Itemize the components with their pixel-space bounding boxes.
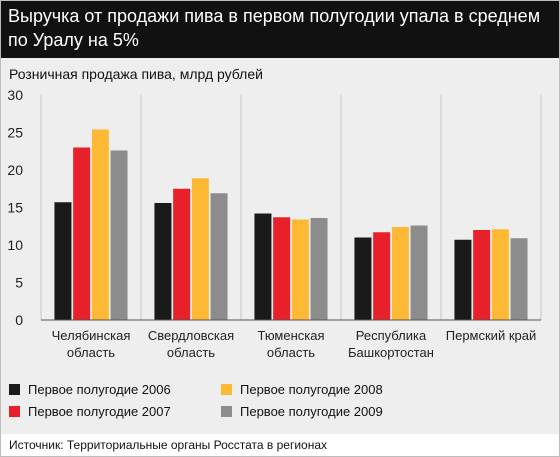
bar	[310, 218, 328, 320]
bar	[191, 178, 209, 320]
source-note: Источник: Территориальные органы Росстат…	[9, 438, 327, 452]
y-tick-label: 30	[7, 87, 23, 103]
bar	[254, 213, 272, 320]
bar	[391, 227, 409, 320]
bar	[54, 202, 72, 320]
bar	[510, 238, 528, 320]
legend-label-2007: Первое полугодие 2007	[28, 404, 171, 419]
bar	[354, 237, 372, 320]
legend-swatch-2009	[221, 406, 232, 417]
x-category-label-line: Башкортостан	[348, 345, 434, 360]
x-category-label-line: Челябинская	[52, 328, 131, 343]
bar	[454, 239, 472, 320]
x-category-label: Челябинская область	[52, 328, 131, 360]
y-tick-label: 10	[7, 237, 23, 253]
legend-label-2009: Первое полугодие 2009	[240, 404, 383, 419]
bar	[473, 230, 491, 320]
bar	[173, 188, 191, 320]
x-category-label-line: Республика	[356, 328, 427, 343]
bar	[291, 219, 309, 320]
x-category-label: Пермский край	[446, 328, 536, 343]
x-category-label: Республика Башкортостан	[348, 328, 434, 360]
y-tick-label: 0	[15, 312, 23, 328]
x-category-label-line: область	[167, 345, 215, 360]
bar	[110, 150, 128, 320]
y-tick-label: 20	[7, 162, 23, 178]
header-bar: Выручка от продажи пива в первом полугод…	[1, 1, 559, 58]
y-tick-label: 25	[7, 125, 23, 141]
y-tick-label: 15	[7, 200, 23, 216]
bar	[373, 232, 391, 320]
x-category-label-line: Свердловская	[148, 328, 234, 343]
x-category-label-line: Тюменская	[257, 328, 324, 343]
bar	[410, 225, 428, 320]
bar	[154, 203, 172, 320]
y-tick-label: 5	[15, 275, 23, 291]
legend-label-2008: Первое полугодие 2008	[240, 382, 383, 397]
bar	[210, 193, 228, 320]
x-category-label-line: Пермский край	[446, 328, 536, 343]
x-category-label-line: область	[267, 345, 315, 360]
chart-title: Выручка от продажи пива в первом полугод…	[8, 6, 541, 50]
legend-swatch-2006	[9, 384, 20, 395]
bar	[91, 129, 109, 320]
x-category-label: Тюменская область	[257, 328, 324, 360]
chart-subtitle: Розничная продажа пива, млрд рублей	[9, 66, 263, 82]
legend-label-2006: Первое полугодие 2006	[28, 382, 171, 397]
footer: Источник: Территориальные органы Росстат…	[1, 434, 559, 456]
chart-panel: Розничная продажа пива, млрд рублей 0 5 10…	[1, 58, 559, 434]
x-category-label-line: область	[67, 345, 115, 360]
x-category-label: Свердловская область	[148, 328, 234, 360]
bar	[73, 147, 91, 320]
legend-swatch-2008	[221, 384, 232, 395]
bar	[273, 217, 291, 320]
legend-swatch-2007	[9, 406, 20, 417]
bar	[491, 229, 509, 320]
